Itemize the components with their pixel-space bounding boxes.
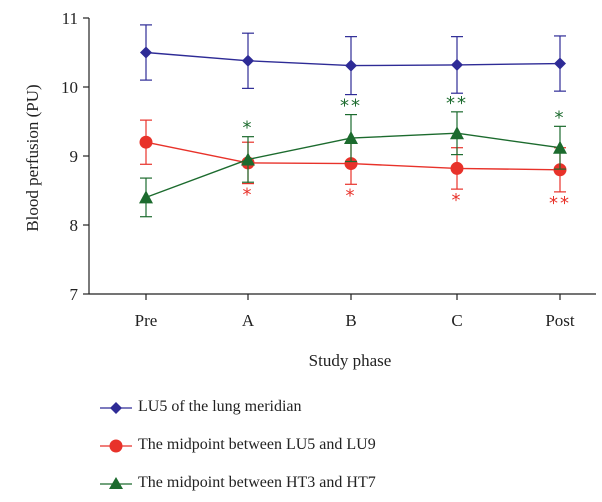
x-axis-label: Study phase	[309, 351, 392, 370]
diamond-marker-icon	[100, 402, 132, 414]
significance-marker: **	[549, 193, 571, 214]
x-tick-label: B	[345, 311, 356, 330]
y-axis-label: Blood perfusion (PU)	[23, 84, 42, 231]
series-0	[140, 24, 566, 96]
data-point	[241, 152, 255, 166]
x-tick-label: Pre	[135, 311, 158, 330]
data-point	[242, 54, 254, 67]
series-1: * * * **	[139, 119, 571, 214]
y-tick-label: 8	[70, 216, 79, 235]
y-tick-label: 10	[61, 78, 78, 97]
x-tick-label: Post	[545, 311, 575, 330]
significance-marker: **	[446, 93, 468, 114]
data-point	[139, 135, 153, 149]
legend-label: LU5 of the lung meridian	[138, 398, 302, 415]
significance-marker: *	[452, 190, 463, 211]
x-tick-label: C	[451, 311, 462, 330]
data-point	[450, 161, 464, 175]
data-point	[344, 157, 358, 171]
data-point	[140, 46, 152, 59]
x-tick-label: A	[242, 311, 255, 330]
significance-marker: *	[243, 118, 254, 139]
series-2: *** ***	[139, 93, 567, 218]
legend-item-lu5: LU5 of the lung meridian	[96, 396, 556, 420]
y-tick-label: 7	[70, 285, 79, 304]
data-point	[553, 163, 567, 177]
legend-item-lu5-lu9: The midpoint between LU5 and LU9	[96, 434, 556, 458]
chart-axes: 7 8 9 10 11 Pre A B C Post	[61, 9, 596, 330]
legend-item-ht3-ht7: The midpoint between HT3 and HT7	[96, 472, 556, 496]
data-point	[554, 57, 566, 70]
significance-marker: *	[243, 185, 254, 206]
significance-marker: *	[555, 107, 566, 128]
legend-label: The midpoint between LU5 and LU9	[138, 436, 376, 453]
legend-label: The midpoint between HT3 and HT7	[138, 474, 376, 491]
triangle-marker-icon	[100, 477, 132, 489]
data-point	[344, 131, 358, 145]
series-layer: * * * ***** ***	[139, 24, 571, 218]
circle-marker-icon	[100, 439, 132, 453]
data-point	[450, 126, 464, 140]
data-point	[345, 59, 357, 72]
y-tick-label: 9	[70, 147, 79, 166]
data-point	[451, 58, 463, 71]
significance-marker: *	[346, 185, 357, 206]
data-point	[139, 190, 153, 204]
data-point	[553, 140, 567, 154]
y-tick-label: 11	[62, 9, 78, 28]
significance-marker: **	[340, 96, 362, 117]
